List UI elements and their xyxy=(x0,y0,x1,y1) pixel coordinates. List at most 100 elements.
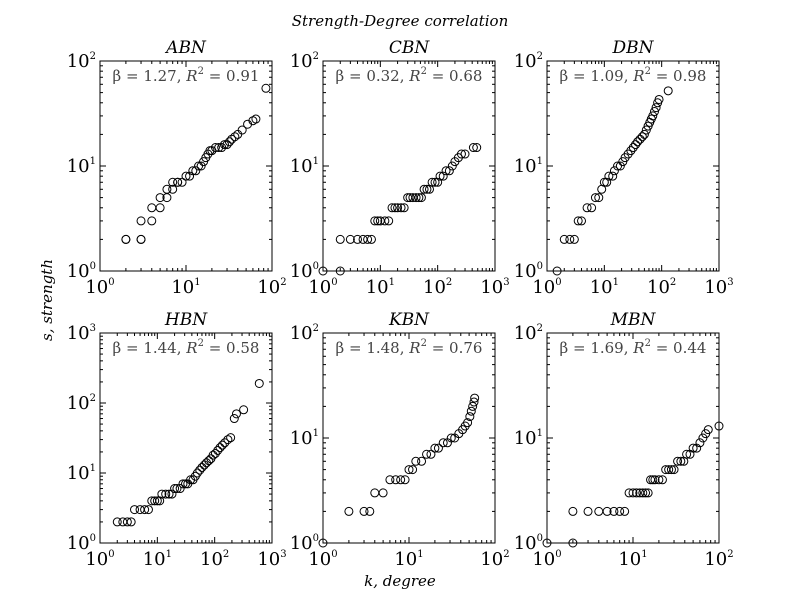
data-point xyxy=(181,171,191,181)
data-point xyxy=(365,506,375,516)
data-point xyxy=(650,475,660,485)
data-point xyxy=(417,456,427,466)
x-tick-label: 100 xyxy=(308,549,337,570)
data-point xyxy=(559,234,569,244)
axes-frame xyxy=(99,60,273,272)
fit-annotation: β = 1.44, R2 = 0.58 xyxy=(113,338,260,357)
data-point xyxy=(155,496,165,506)
panel-title: DBN xyxy=(612,38,655,58)
data-point xyxy=(223,435,233,445)
data-point xyxy=(615,161,625,171)
axes-frame xyxy=(322,332,496,544)
data-point xyxy=(143,505,153,515)
data-point xyxy=(648,111,658,121)
data-point xyxy=(373,216,383,226)
data-point xyxy=(435,171,445,181)
data-point xyxy=(168,177,178,187)
y-tick-label: 101 xyxy=(67,463,96,484)
y-tick-label: 100 xyxy=(514,533,543,554)
x-tick-label: 103 xyxy=(704,277,733,298)
data-point xyxy=(318,266,328,276)
panel-hbn: HBN 100 101 102 103 100 101 102 103 β = 1.44, R2 … xyxy=(67,310,287,570)
x-tick-label: 101 xyxy=(394,549,423,570)
data-point xyxy=(220,438,230,448)
x-tick-label: 103 xyxy=(480,277,509,298)
data-point xyxy=(396,203,406,213)
y-tick-label: 100 xyxy=(67,533,96,554)
data-point xyxy=(427,177,437,187)
data-point xyxy=(215,443,225,453)
data-point xyxy=(411,193,421,203)
data-point xyxy=(384,216,394,226)
data-point xyxy=(446,433,456,443)
data-point xyxy=(157,489,167,499)
data-point xyxy=(150,496,160,506)
data-point xyxy=(422,449,432,459)
data-point xyxy=(568,506,578,516)
data-point xyxy=(714,421,724,431)
x-tick-label: 102 xyxy=(257,277,286,298)
y-tick-label: 102 xyxy=(67,393,96,414)
data-point xyxy=(698,433,708,443)
data-point xyxy=(405,193,415,203)
data-point xyxy=(643,488,653,498)
data-point xyxy=(188,166,198,176)
data-point xyxy=(573,216,583,226)
data-point xyxy=(609,506,619,516)
data-point xyxy=(130,505,140,515)
data-point xyxy=(419,184,429,194)
data-point xyxy=(638,488,648,498)
fit-annotation: β = 1.09, R2 = 0.98 xyxy=(560,66,707,85)
data-point xyxy=(438,438,448,448)
data-point xyxy=(178,479,188,489)
panel-title: KBN xyxy=(388,310,430,330)
data-point xyxy=(587,203,597,213)
data-point xyxy=(399,203,409,213)
data-point xyxy=(122,517,132,527)
x-tick-label: 103 xyxy=(257,549,286,570)
data-point xyxy=(335,266,345,276)
data-point xyxy=(195,465,205,475)
data-point xyxy=(608,171,618,181)
fit-annotation: β = 1.69, R2 = 0.44 xyxy=(560,338,707,357)
data-point xyxy=(126,517,136,527)
data-point xyxy=(121,234,131,244)
data-point xyxy=(135,505,145,515)
data-point xyxy=(217,440,227,450)
x-tick-label: 101 xyxy=(143,549,172,570)
data-point xyxy=(463,418,473,428)
figure-xlabel: k, degree xyxy=(364,572,436,590)
y-tick-label: 100 xyxy=(67,261,96,282)
y-tick-label: 101 xyxy=(290,156,319,177)
data-point xyxy=(469,397,479,407)
data-point xyxy=(162,184,172,194)
data-point xyxy=(468,143,478,153)
data-point xyxy=(465,412,475,422)
data-point xyxy=(460,149,470,159)
data-point xyxy=(639,129,649,139)
data-point xyxy=(466,406,476,416)
data-point xyxy=(631,140,641,150)
panel-abn: ABN 100 101 102 100 101 102 β = 1.27, R2 = 0.91 xyxy=(67,38,287,298)
y-tick-label: 102 xyxy=(514,323,543,344)
data-point xyxy=(175,484,185,494)
data-point xyxy=(663,86,673,96)
data-point xyxy=(152,496,162,506)
data-point xyxy=(641,125,651,135)
data-point xyxy=(378,488,388,498)
data-point xyxy=(237,125,247,135)
data-point xyxy=(695,438,705,448)
data-point xyxy=(470,393,480,403)
data-point xyxy=(214,143,224,153)
data-point xyxy=(370,216,380,226)
data-point xyxy=(577,216,587,226)
data-point xyxy=(391,475,401,485)
axes-frame xyxy=(322,60,496,272)
data-point xyxy=(344,506,354,516)
x-tick-label: 101 xyxy=(590,277,619,298)
data-point xyxy=(414,193,424,203)
data-point xyxy=(542,538,552,548)
data-point xyxy=(219,140,229,150)
data-point xyxy=(261,83,271,93)
